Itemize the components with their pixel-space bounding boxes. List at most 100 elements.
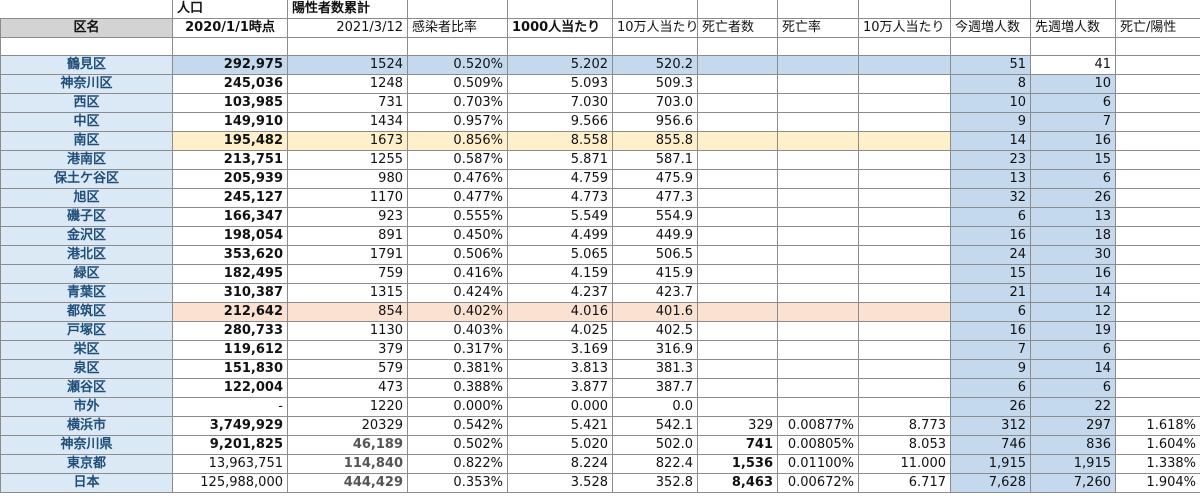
population-cell[interactable]: 292,975 — [172, 55, 288, 75]
deaths-cell[interactable] — [697, 169, 778, 189]
per-1000-cell[interactable]: 4.759 — [507, 169, 613, 189]
this-week-increase-cell[interactable]: 6 — [950, 207, 1031, 227]
population-cell[interactable]: 212,642 — [172, 302, 288, 322]
deaths-cell[interactable] — [697, 397, 778, 417]
infection-ratio-cell[interactable]: 0.587% — [407, 150, 508, 170]
cell-blank[interactable] — [950, 0, 1031, 19]
death-rate-cell[interactable] — [777, 359, 859, 379]
last-week-increase-cell[interactable]: 26 — [1030, 188, 1116, 208]
per-1000-cell[interactable]: 4.159 — [507, 264, 613, 284]
ward-name-cell[interactable]: 栄区 — [0, 340, 173, 360]
death-rate-cell[interactable] — [777, 397, 859, 417]
per-1000-cell[interactable]: 5.871 — [507, 150, 613, 170]
death-positive-ratio-cell[interactable] — [1115, 340, 1200, 360]
ward-name-cell[interactable]: 瀬谷区 — [0, 378, 173, 398]
infection-ratio-cell[interactable]: 0.450% — [407, 226, 508, 246]
last-week-increase-cell[interactable]: 6 — [1030, 93, 1116, 113]
header-positives-cumulative[interactable]: 陽性者数累計 — [287, 0, 408, 19]
death-rate-cell[interactable] — [777, 226, 859, 246]
infection-ratio-cell[interactable]: 0.476% — [407, 169, 508, 189]
cell-blank[interactable] — [507, 0, 613, 19]
per-1000-cell[interactable]: 4.773 — [507, 188, 613, 208]
per-100k-cell[interactable]: 703.0 — [612, 93, 698, 113]
positives-cell[interactable]: 1673 — [287, 131, 408, 151]
ward-name-cell[interactable]: 神奈川区 — [0, 74, 173, 94]
per-100k-cell[interactable]: 423.7 — [612, 283, 698, 303]
per-100k-cell[interactable]: 554.9 — [612, 207, 698, 227]
positives-cell[interactable]: 891 — [287, 226, 408, 246]
deaths-cell[interactable] — [697, 131, 778, 151]
per-1000-cell[interactable]: 4.025 — [507, 321, 613, 341]
population-cell[interactable]: 182,495 — [172, 264, 288, 284]
header-deaths[interactable]: 死亡者数 — [697, 18, 778, 38]
last-week-increase-cell[interactable]: 41 — [1030, 55, 1116, 75]
positives-cell[interactable]: 1248 — [287, 74, 408, 94]
infection-ratio-cell[interactable]: 0.424% — [407, 283, 508, 303]
population-cell[interactable]: - — [172, 397, 288, 417]
positives-cell[interactable]: 923 — [287, 207, 408, 227]
this-week-increase-cell[interactable]: 15 — [950, 264, 1031, 284]
population-cell[interactable]: 198,054 — [172, 226, 288, 246]
per-100k-cell[interactable]: 387.7 — [612, 378, 698, 398]
positives-cell[interactable]: 731 — [287, 93, 408, 113]
death-positive-ratio-cell[interactable] — [1115, 188, 1200, 208]
infection-ratio-cell[interactable]: 0.403% — [407, 321, 508, 341]
header-population-date[interactable]: 2020/1/1時点 — [172, 18, 288, 38]
header-infection-ratio[interactable]: 感染者比率 — [407, 18, 508, 38]
last-week-increase-cell[interactable]: 7 — [1030, 112, 1116, 132]
deaths-cell[interactable] — [697, 112, 778, 132]
header-deaths-per-100k[interactable]: 10万人当たり — [858, 18, 951, 38]
death-rate-cell[interactable] — [777, 93, 859, 113]
last-week-increase-cell[interactable]: 6 — [1030, 169, 1116, 189]
header-death-rate[interactable]: 死亡率 — [777, 18, 859, 38]
infection-ratio-cell[interactable]: 0.502% — [407, 435, 508, 455]
population-cell[interactable]: 353,620 — [172, 245, 288, 265]
death-rate-cell[interactable] — [777, 188, 859, 208]
death-rate-cell[interactable] — [777, 150, 859, 170]
last-week-increase-cell[interactable]: 14 — [1030, 283, 1116, 303]
infection-ratio-cell[interactable]: 0.957% — [407, 112, 508, 132]
deaths-per-100k-cell[interactable] — [858, 188, 951, 208]
ward-name-cell[interactable]: 戸塚区 — [0, 321, 173, 341]
per-100k-cell[interactable]: 415.9 — [612, 264, 698, 284]
per-1000-cell[interactable]: 3.877 — [507, 378, 613, 398]
infection-ratio-cell[interactable]: 0.542% — [407, 416, 508, 436]
last-week-increase-cell[interactable]: 14 — [1030, 359, 1116, 379]
deaths-per-100k-cell[interactable]: 11.000 — [858, 454, 951, 474]
per-1000-cell[interactable]: 7.030 — [507, 93, 613, 113]
ward-name-cell[interactable]: 神奈川県 — [0, 435, 173, 455]
ward-name-cell[interactable]: 港南区 — [0, 150, 173, 170]
death-rate-cell[interactable] — [777, 55, 859, 75]
death-positive-ratio-cell[interactable] — [1115, 131, 1200, 151]
death-positive-ratio-cell[interactable] — [1115, 169, 1200, 189]
deaths-cell[interactable]: 329 — [697, 416, 778, 436]
cell-blank[interactable] — [287, 37, 408, 56]
this-week-increase-cell[interactable]: 746 — [950, 435, 1031, 455]
last-week-increase-cell[interactable]: 18 — [1030, 226, 1116, 246]
population-cell[interactable]: 9,201,825 — [172, 435, 288, 455]
cell-blank[interactable] — [1030, 0, 1116, 19]
per-100k-cell[interactable]: 587.1 — [612, 150, 698, 170]
cell-blank[interactable] — [777, 37, 859, 56]
last-week-increase-cell[interactable]: 6 — [1030, 340, 1116, 360]
cell-blank[interactable] — [0, 37, 173, 56]
death-rate-cell[interactable] — [777, 302, 859, 322]
per-1000-cell[interactable]: 5.020 — [507, 435, 613, 455]
death-positive-ratio-cell[interactable] — [1115, 150, 1200, 170]
population-cell[interactable]: 13,963,751 — [172, 454, 288, 474]
this-week-increase-cell[interactable]: 9 — [950, 112, 1031, 132]
header-positives-date[interactable]: 2021/3/12 — [287, 18, 408, 38]
deaths-cell[interactable] — [697, 340, 778, 360]
deaths-per-100k-cell[interactable] — [858, 340, 951, 360]
deaths-cell[interactable] — [697, 188, 778, 208]
death-rate-cell[interactable]: 0.00672% — [777, 473, 859, 493]
deaths-cell[interactable] — [697, 302, 778, 322]
last-week-increase-cell[interactable]: 297 — [1030, 416, 1116, 436]
deaths-cell[interactable] — [697, 321, 778, 341]
population-cell[interactable]: 245,036 — [172, 74, 288, 94]
this-week-increase-cell[interactable]: 10 — [950, 93, 1031, 113]
deaths-cell[interactable] — [697, 207, 778, 227]
infection-ratio-cell[interactable]: 0.381% — [407, 359, 508, 379]
infection-ratio-cell[interactable]: 0.555% — [407, 207, 508, 227]
per-100k-cell[interactable]: 542.1 — [612, 416, 698, 436]
